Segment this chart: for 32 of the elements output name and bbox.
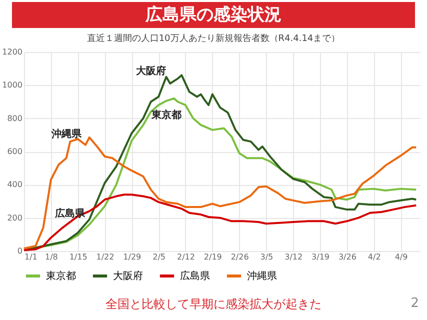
y-tick-label: 800 [7,114,22,123]
y-tick-label: 0 [17,246,22,256]
legend-label: 沖縄県 [247,270,277,282]
legend-label: 東京都 [46,270,76,282]
x-tick-label: 1/29 [123,252,142,262]
x-tick-label: 2/19 [204,252,222,262]
x-tick-label: 3/26 [338,252,356,262]
x-tick-label: 3/19 [312,252,330,262]
x-tick-label: 1/1 [24,252,38,262]
x-tick-label: 4/9 [394,252,408,262]
x-tick-label: 3/5 [260,252,274,262]
y-tick-label: 1000 [2,80,22,90]
legend-label: 広島県 [180,270,210,282]
x-tick-label: 2/12 [176,252,195,262]
text: 東京都 [151,110,182,122]
y-tick-label: 200 [7,213,22,222]
text: 全国と比較して早期に感染拡大が起きた [106,297,322,311]
text: 2 [410,296,419,311]
x-tick-label: 1/8 [44,252,58,262]
text: 沖縄県 [51,129,82,140]
text: 大阪府 [136,66,166,78]
x-tick-label: 4/2 [368,252,381,262]
y-tick-label: 400 [7,180,22,190]
x-tick-label: 1/22 [96,252,114,262]
y-tick-label: 1200 [2,48,22,56]
x-tick-label: 1/15 [69,252,88,262]
x-tick-label: 2/26 [230,252,249,262]
x-tick-label: 2/5 [152,252,166,262]
legend-label: 大阪府 [113,270,143,282]
y-tick-label: 600 [7,147,22,156]
chart-title: 広島県の感染状況 [12,2,415,28]
x-tick-label: 3/12 [284,252,303,262]
